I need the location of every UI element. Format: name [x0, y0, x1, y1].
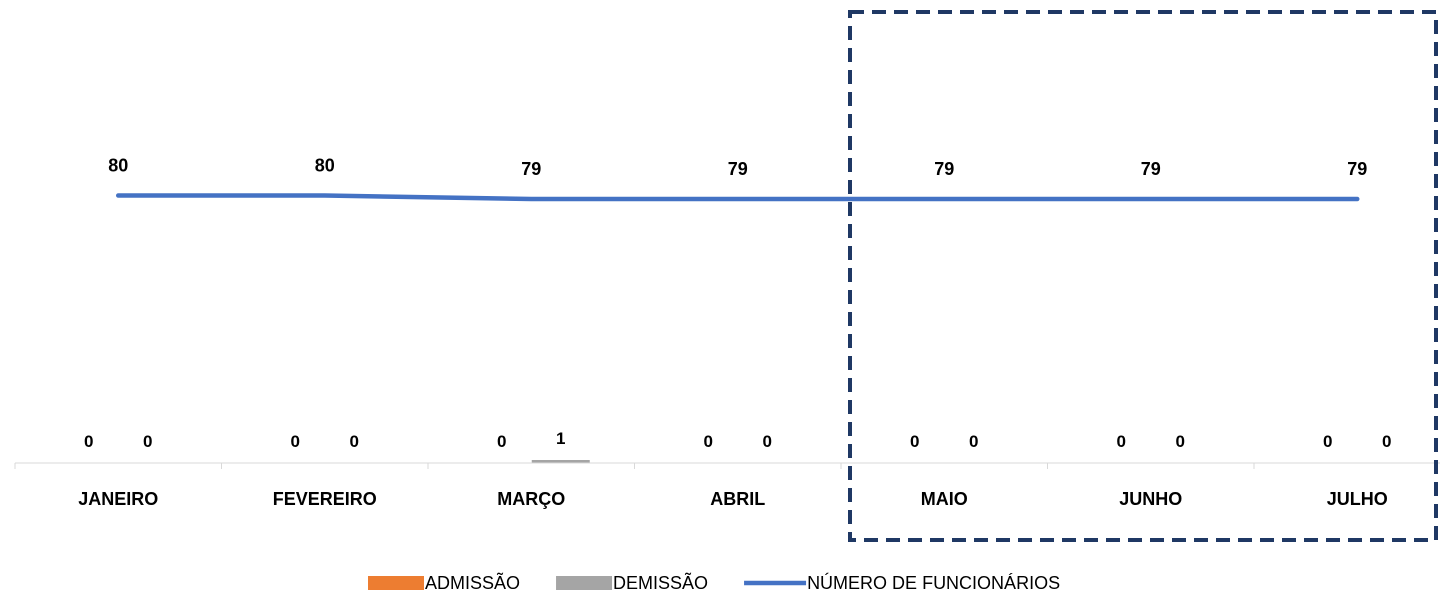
x-tick-label: JULHO — [1327, 489, 1388, 509]
bar-value-label: 0 — [143, 432, 152, 451]
x-tick-label: MAIO — [921, 489, 968, 509]
bar-value-label: 0 — [84, 432, 93, 451]
line-value-label: 79 — [521, 159, 541, 179]
highlight-layer — [848, 10, 1438, 542]
line-value-label: 80 — [315, 156, 335, 176]
bars-layer — [531, 460, 590, 463]
legend-swatch — [556, 576, 613, 590]
highlight-box — [848, 10, 1438, 542]
bar-value-label: 0 — [497, 432, 506, 451]
x-tick-label: JANEIRO — [78, 489, 158, 509]
bar-value-label: 0 — [1117, 432, 1126, 451]
line-value-label: 79 — [1141, 159, 1161, 179]
x-tick-label: ABRIL — [710, 489, 765, 509]
bar-value-label: 0 — [1382, 432, 1391, 451]
line-value-label: 79 — [934, 159, 954, 179]
bar-demiss-o-2 — [531, 460, 590, 463]
legend-swatch — [368, 576, 424, 590]
line-value-label: 79 — [728, 159, 748, 179]
bar-value-label: 0 — [1176, 432, 1185, 451]
x-tick-label: JUNHO — [1119, 489, 1182, 509]
line-numero-de-funcionarios — [116, 193, 1360, 202]
bar-value-label: 0 — [1323, 432, 1332, 451]
legend-label: NÚMERO DE FUNCIONÁRIOS — [807, 572, 1060, 593]
bar-value-label: 1 — [556, 429, 565, 448]
bar-value-label: 0 — [704, 432, 713, 451]
bar-value-label: 0 — [291, 432, 300, 451]
labels-layer: 0 0 0 0 0 0 0 0 0 1 0 0 0 0 JANEIRO FEVEREIRO MARÇO ABRIL… — [78, 156, 1391, 510]
bar-value-label: 0 — [763, 432, 772, 451]
line-layer — [116, 193, 1360, 202]
legend-label: DEMISSÃO — [613, 572, 708, 593]
line-value-label: 79 — [1347, 159, 1367, 179]
legend-label: ADMISSÃO — [425, 572, 520, 593]
line-value-label: 80 — [108, 156, 128, 176]
x-tick-label: MARÇO — [497, 489, 565, 509]
bar-value-label: 0 — [969, 432, 978, 451]
bar-value-label: 0 — [350, 432, 359, 451]
legend-layer: ADMISSÃO DEMISSÃO NÚMERO DE FUNCIONÁRIOS — [368, 572, 1060, 593]
bar-value-label: 0 — [910, 432, 919, 451]
axis-layer — [14, 462, 1440, 469]
x-tick-label: FEVEREIRO — [273, 489, 377, 509]
